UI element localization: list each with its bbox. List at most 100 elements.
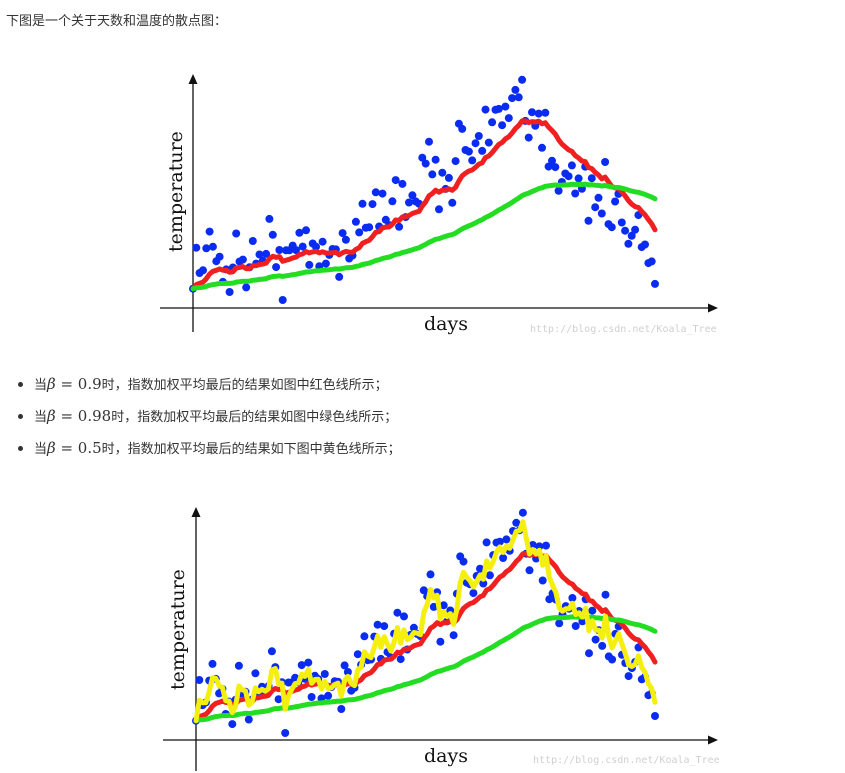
data-point — [511, 85, 520, 94]
data-point — [545, 595, 554, 604]
chart-2-watermark: http://blog.csdn.net/Koala_Tree — [533, 755, 720, 766]
bullet-text: 时，指数加权平均最后的结果如图中绿色线所示； — [111, 410, 398, 425]
data-point — [396, 655, 405, 664]
data-point — [548, 156, 556, 165]
bullet-list: 当β = 0.9时，指数加权平均最后的结果如图中红色线所示； 当β = 0.98… — [18, 374, 401, 470]
chart-2-y-axis-arrow — [191, 507, 201, 517]
data-point — [321, 259, 330, 268]
data-point — [232, 229, 241, 238]
data-point — [611, 197, 620, 206]
bullet-item-beta-05: 当β = 0.5时，指数加权平均最后的结果如下图中黄色线所示； — [18, 438, 401, 470]
data-point — [428, 170, 437, 179]
data-point — [485, 571, 494, 580]
chart-1-points — [189, 75, 659, 304]
data-point — [248, 237, 257, 245]
data-point — [335, 272, 344, 281]
ewa-line-beta-098 — [190, 181, 658, 292]
data-point — [567, 161, 576, 170]
data-point — [408, 191, 417, 200]
data-point — [395, 222, 404, 231]
bullet-prefix: 当 — [34, 410, 48, 425]
data-point — [429, 602, 438, 611]
data-point — [458, 124, 467, 133]
data-point — [274, 695, 283, 704]
data-point — [215, 252, 224, 261]
data-point — [225, 288, 234, 296]
chart-2-scatter-plot: days temperature http://blog.csdn.net/Ko… — [163, 507, 720, 771]
data-point — [584, 216, 593, 225]
data-point — [498, 121, 507, 130]
data-point — [514, 93, 523, 102]
chart-1-x-label: days — [424, 313, 468, 335]
data-point — [431, 155, 440, 164]
data-point — [601, 158, 610, 166]
data-point — [474, 132, 483, 140]
chart-1-lines — [190, 118, 658, 292]
data-point — [571, 622, 580, 630]
ewa-line-beta-05 — [193, 519, 658, 724]
data-point — [202, 244, 211, 253]
chart-2-x-label: days — [424, 745, 468, 767]
data-point — [388, 197, 397, 206]
data-point — [360, 632, 369, 641]
data-point — [307, 693, 316, 701]
data-point — [469, 589, 478, 598]
data-point — [234, 661, 243, 670]
chart-1-scatter-plot: days temperature http://blog.csdn.net/Ko… — [160, 74, 718, 335]
data-point — [302, 226, 310, 235]
data-point — [438, 168, 447, 177]
data-point — [337, 705, 346, 713]
data-point — [304, 658, 313, 667]
data-point — [295, 228, 304, 237]
ewa-line-beta-098 — [193, 614, 658, 724]
data-point — [544, 162, 553, 171]
data-point — [436, 637, 445, 646]
data-point — [444, 173, 453, 182]
data-point — [478, 146, 487, 155]
data-point — [425, 137, 433, 146]
equals-sign: = — [55, 375, 78, 393]
chart-2-lines — [193, 519, 658, 724]
data-point — [528, 108, 536, 117]
data-point — [476, 564, 484, 573]
data-point — [528, 541, 537, 549]
data-point — [484, 138, 493, 147]
data-point — [205, 227, 214, 236]
equals-sign: = — [55, 407, 78, 425]
data-point — [380, 622, 389, 631]
data-point — [585, 649, 593, 658]
data-point — [508, 94, 517, 103]
beta-value: 0.5 — [77, 439, 102, 457]
beta-symbol: β — [47, 375, 56, 393]
beta-value: 0.9 — [77, 375, 102, 393]
data-point — [534, 109, 543, 118]
data-point — [305, 260, 314, 269]
chart-2-axes — [163, 507, 718, 771]
data-point — [244, 715, 253, 724]
data-point — [451, 157, 460, 166]
data-point — [405, 198, 413, 207]
data-point — [518, 508, 527, 517]
data-point — [597, 209, 606, 218]
data-point — [435, 205, 443, 214]
data-point — [525, 566, 534, 575]
data-point — [488, 118, 497, 127]
data-point — [281, 729, 290, 737]
data-point — [568, 594, 577, 602]
data-point — [495, 537, 504, 546]
data-point — [228, 720, 237, 729]
data-point — [647, 257, 656, 266]
data-point — [238, 255, 247, 264]
data-point — [504, 114, 513, 123]
data-point — [499, 554, 508, 562]
chart-2-y-label: temperature — [167, 569, 189, 690]
data-point — [524, 133, 533, 142]
data-point — [468, 156, 477, 165]
data-point — [574, 174, 583, 183]
data-point — [368, 200, 377, 209]
chart-2-x-axis-arrow — [708, 735, 718, 745]
data-point — [518, 75, 527, 84]
data-point — [601, 590, 610, 599]
data-point — [275, 246, 284, 254]
data-point — [391, 176, 400, 185]
